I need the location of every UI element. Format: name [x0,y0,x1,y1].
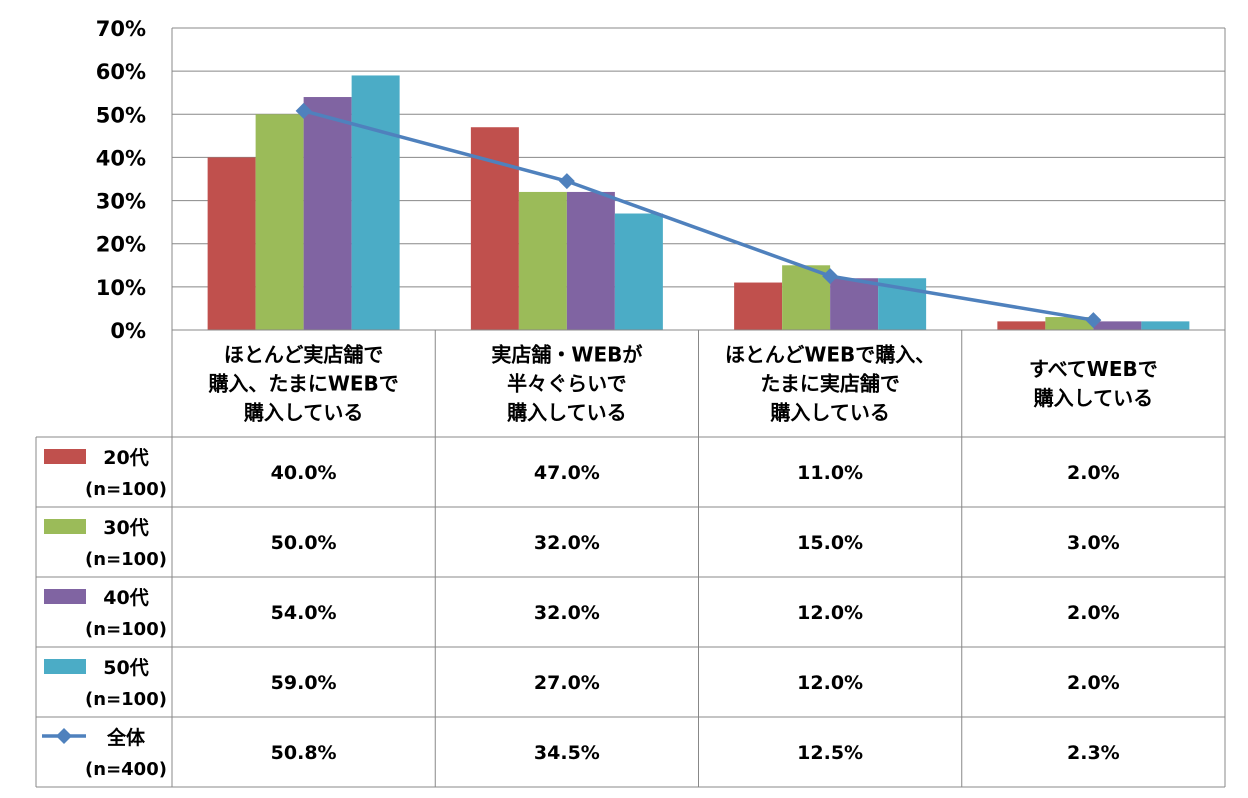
data-label: 32.0% [534,532,600,554]
bar [1141,321,1190,330]
y-tick-label: 0% [110,319,146,343]
data-label: 59.0% [271,672,337,694]
bar [997,321,1046,330]
bar [255,114,304,331]
legend-label: 20代 [103,447,148,469]
legend-label: 50代 [103,657,148,679]
bar [1045,317,1094,330]
bar [303,97,352,331]
legend-sample-size: (n=100) [85,549,167,570]
bar [351,75,400,330]
data-label: 2.3% [1067,742,1120,764]
data-label: 12.0% [797,602,863,624]
legend-swatch [44,519,86,534]
data-label: 40.0% [271,462,337,484]
category-label: たまに実店舗で [760,372,899,396]
line-point [295,102,312,119]
bar [830,278,879,330]
legend-swatch [44,659,86,674]
data-label: 50.0% [271,532,337,554]
bar [782,265,831,330]
category-label: 購入している [1034,386,1153,410]
data-label: 12.0% [797,672,863,694]
line-point [822,268,839,285]
data-label: 32.0% [534,602,600,624]
legend-label: 40代 [103,587,148,609]
data-label: 2.0% [1067,602,1120,624]
legend-sample-size: (n=100) [85,619,167,640]
line-point [558,173,575,190]
legend-sample-size: (n=100) [85,479,167,500]
line-series [303,109,1094,322]
line-point [1085,312,1102,329]
bar [614,213,663,330]
legend-sample-size: (n=400) [85,759,167,780]
legend-swatch [44,449,86,464]
data-label: 54.0% [271,602,337,624]
bar [734,282,783,330]
data-label: 15.0% [797,532,863,554]
data-label: 27.0% [534,672,600,694]
category-label: 半々ぐらいで [507,372,626,396]
category-label: 購入している [770,401,889,425]
bar [207,157,256,330]
data-label: 3.0% [1067,532,1120,554]
bar [518,191,567,330]
legend-sample-size: (n=100) [85,689,167,710]
y-tick-label: 10% [96,276,146,300]
data-label: 2.0% [1067,672,1120,694]
category-label: 購入している [244,401,363,425]
data-label: 50.8% [271,742,337,764]
legend-marker [56,728,72,744]
data-label: 11.0% [797,462,863,484]
category-label: すべてWEBで [1029,357,1158,381]
legend-label: 30代 [103,517,148,539]
legend-swatch [44,589,86,604]
bar [566,191,615,330]
category-label: 購入している [507,401,626,425]
y-tick-label: 50% [96,103,146,127]
category-label: 実店舗・WEBが [491,343,642,367]
category-label: 購入、たまにWEBで [208,372,398,396]
data-label: 47.0% [534,462,600,484]
category-label: ほとんど実店舗で [224,343,383,367]
category-label: ほとんどWEBで購入、 [725,343,935,367]
y-tick-label: 60% [96,60,146,84]
data-label: 34.5% [534,742,600,764]
y-tick-label: 40% [96,146,146,170]
data-label: 2.0% [1067,462,1120,484]
data-label: 12.5% [797,742,863,764]
bar [1093,321,1142,330]
y-tick-label: 70% [96,17,146,41]
y-tick-label: 20% [96,233,146,257]
y-tick-label: 30% [96,190,146,214]
legend-label: 全体 [106,726,146,749]
